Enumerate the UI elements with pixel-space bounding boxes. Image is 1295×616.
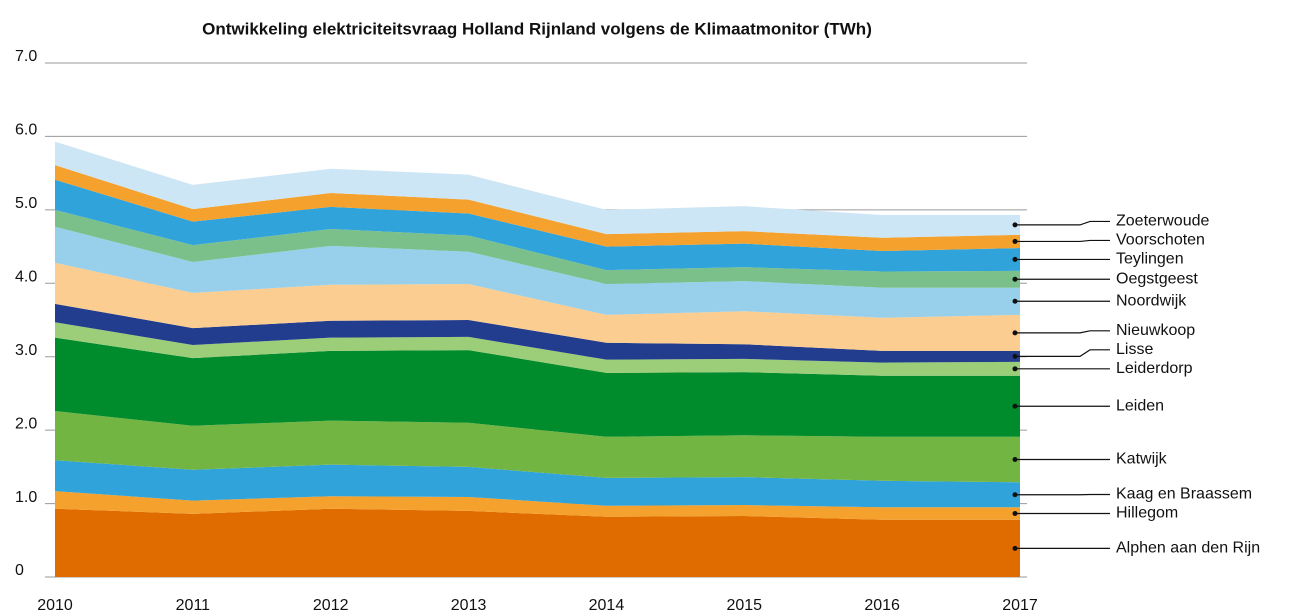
area xyxy=(55,337,1020,437)
legend-label: Katwijk xyxy=(1116,451,1168,468)
area xyxy=(55,303,1020,363)
legend-label: Leiden xyxy=(1116,397,1164,414)
y-tick-label: 1.0 xyxy=(15,489,37,506)
area xyxy=(55,491,1020,520)
y-tick-label: 2.0 xyxy=(15,415,37,432)
legend-label: Kaag en Braassem xyxy=(1116,486,1252,503)
legend-label: Lisse xyxy=(1116,341,1153,358)
leader-line xyxy=(1015,220,1110,226)
x-tick-label: 2015 xyxy=(726,597,762,614)
leader-line xyxy=(1015,330,1110,334)
y-tick-label: 0 xyxy=(15,562,24,579)
area xyxy=(55,209,1020,288)
x-tick-label: 2017 xyxy=(1002,597,1038,614)
legend-label: Voorschoten xyxy=(1116,232,1205,249)
y-tick-label: 7.0 xyxy=(15,48,37,65)
x-tick-label: 2016 xyxy=(864,597,900,614)
area xyxy=(55,179,1020,272)
x-tick-label: 2010 xyxy=(37,597,73,614)
x-tick-label: 2011 xyxy=(176,597,211,614)
x-tick-label: 2014 xyxy=(589,597,625,614)
legend-label: Leiderdorp xyxy=(1116,360,1193,377)
area xyxy=(55,411,1020,483)
y-tick-label: 6.0 xyxy=(15,122,37,139)
legend-label: Nieuwkoop xyxy=(1116,322,1195,339)
y-tick-label: 3.0 xyxy=(15,342,37,359)
y-tick-label: 4.0 xyxy=(15,269,37,286)
y-tick-label: 5.0 xyxy=(15,195,37,212)
legend-label: Noordwijk xyxy=(1116,292,1187,309)
legend-label: Zoeterwoude xyxy=(1116,213,1209,230)
area xyxy=(55,322,1020,376)
legend-label: Alphen aan den Rijn xyxy=(1116,540,1260,557)
leader-line xyxy=(1015,349,1110,357)
area xyxy=(55,165,1020,251)
area xyxy=(55,460,1020,508)
legend-label: Oegstgeest xyxy=(1116,270,1198,287)
area xyxy=(55,508,1020,577)
x-tick-label: 2012 xyxy=(313,597,349,614)
legend-label: Teylingen xyxy=(1116,251,1184,268)
legend-label: Hillegom xyxy=(1116,505,1178,522)
chart-title: Ontwikkeling elektriciteitsvraag Holland… xyxy=(202,19,872,38)
area xyxy=(55,226,1020,318)
x-tick-label: 2013 xyxy=(451,597,487,614)
area xyxy=(55,262,1020,351)
leader-line xyxy=(1015,239,1110,243)
area xyxy=(55,141,1020,238)
